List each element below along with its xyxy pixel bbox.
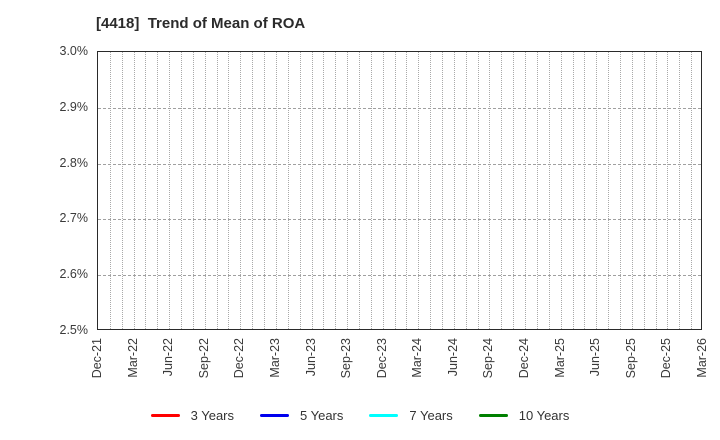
vertical-gridline	[513, 52, 515, 329]
vertical-gridline	[679, 52, 681, 329]
vertical-gridline	[643, 52, 645, 329]
y-tick-label: 2.6%	[59, 267, 89, 282]
x-tick-label: Sep-24	[481, 338, 496, 379]
vertical-gridline	[691, 52, 693, 329]
vertical-gridline	[560, 52, 562, 329]
x-tick-label: Mar-24	[410, 338, 425, 378]
y-tick-label: 2.7%	[59, 211, 89, 226]
vertical-gridline	[453, 52, 455, 329]
vertical-gridline	[311, 52, 313, 329]
plot-area	[97, 51, 702, 330]
x-tick-label: Jun-24	[445, 338, 460, 377]
vertical-gridline	[477, 52, 479, 329]
x-tick-label: Mar-22	[125, 338, 140, 378]
x-tick-label: Sep-22	[196, 338, 211, 379]
vertical-gridline	[631, 52, 633, 329]
legend-line-swatch	[150, 413, 180, 417]
legend-item: 7 Years	[369, 407, 453, 423]
vertical-gridline	[382, 52, 384, 329]
vertical-gridline	[109, 52, 111, 329]
x-tick-label: Mar-26	[695, 338, 709, 378]
x-tick-label: Jun-23	[303, 338, 318, 377]
vertical-gridline	[394, 52, 396, 329]
chart-title: [4418] Trend of Mean of ROA	[96, 15, 306, 32]
vertical-gridline	[252, 52, 254, 329]
vertical-gridline	[335, 52, 337, 329]
y-tick-label: 2.5%	[59, 323, 89, 337]
legend-label: 3 Years	[190, 407, 234, 423]
vertical-gridline	[287, 52, 289, 329]
vertical-gridline	[548, 52, 550, 329]
x-tick-label: Mar-23	[267, 338, 282, 378]
legend-item: 3 Years	[150, 407, 234, 423]
x-tick-label: Mar-25	[552, 338, 567, 378]
vertical-gridline	[442, 52, 444, 329]
vertical-gridline	[525, 52, 527, 329]
vertical-gridline	[192, 52, 194, 329]
horizontal-gridline	[98, 275, 701, 277]
vertical-gridline	[430, 52, 432, 329]
legend-line-swatch	[260, 413, 289, 417]
vertical-gridline	[596, 52, 598, 329]
vertical-gridline	[299, 52, 301, 329]
legend-line-swatch	[478, 413, 508, 417]
vertical-gridline	[133, 52, 135, 329]
vertical-gridline	[501, 52, 503, 329]
vertical-gridline	[169, 52, 171, 329]
horizontal-gridline	[98, 163, 701, 165]
legend-line-swatch	[369, 413, 399, 417]
vertical-gridline	[667, 52, 669, 329]
vertical-gridline	[536, 52, 538, 329]
horizontal-gridline	[98, 219, 701, 221]
vertical-gridline	[181, 52, 183, 329]
vertical-gridline	[465, 52, 467, 329]
vertical-gridline	[240, 52, 242, 329]
x-tick-label: Sep-25	[623, 338, 638, 379]
vertical-gridline	[406, 52, 408, 329]
x-tick-label: Dec-24	[517, 338, 532, 379]
legend: 3 Years 5 Years 7 Years 10 Years	[0, 402, 720, 428]
x-tick-label: Jun-25	[588, 338, 603, 377]
vertical-gridline	[275, 52, 277, 329]
vertical-gridline	[619, 52, 621, 329]
vertical-gridline	[584, 52, 586, 329]
vertical-gridline	[418, 52, 420, 329]
vertical-gridline	[204, 52, 206, 329]
legend-item: 10 Years	[478, 407, 570, 423]
legend-label: 5 Years	[300, 407, 344, 423]
vertical-gridline	[370, 52, 372, 329]
y-tick-label: 3.0%	[59, 44, 89, 58]
vertical-gridline	[489, 52, 491, 329]
vertical-gridline	[323, 52, 325, 329]
x-tick-label: Dec-21	[90, 338, 104, 379]
x-tick-label: Sep-23	[339, 338, 354, 379]
vertical-gridline	[228, 52, 230, 329]
vertical-gridline	[347, 52, 349, 329]
x-tick-label: Dec-22	[232, 338, 247, 379]
y-tick-label: 2.9%	[59, 99, 89, 114]
legend-label: 10 Years	[518, 407, 570, 423]
vertical-gridline	[216, 52, 218, 329]
vertical-gridline	[264, 52, 266, 329]
x-tick-label: Dec-25	[659, 338, 674, 379]
y-tick-label: 2.8%	[59, 155, 89, 170]
vertical-gridline	[157, 52, 159, 329]
vertical-gridline	[121, 52, 123, 329]
x-tick-label: Jun-22	[161, 338, 176, 377]
vertical-gridline	[655, 52, 657, 329]
vertical-gridline	[358, 52, 360, 329]
vertical-gridline	[145, 52, 147, 329]
horizontal-gridline	[98, 107, 701, 109]
vertical-gridline	[572, 52, 574, 329]
legend-label: 7 Years	[409, 407, 453, 423]
legend-item: 5 Years	[260, 408, 343, 423]
x-tick-label: Dec-23	[374, 338, 389, 379]
vertical-gridline	[608, 52, 610, 329]
